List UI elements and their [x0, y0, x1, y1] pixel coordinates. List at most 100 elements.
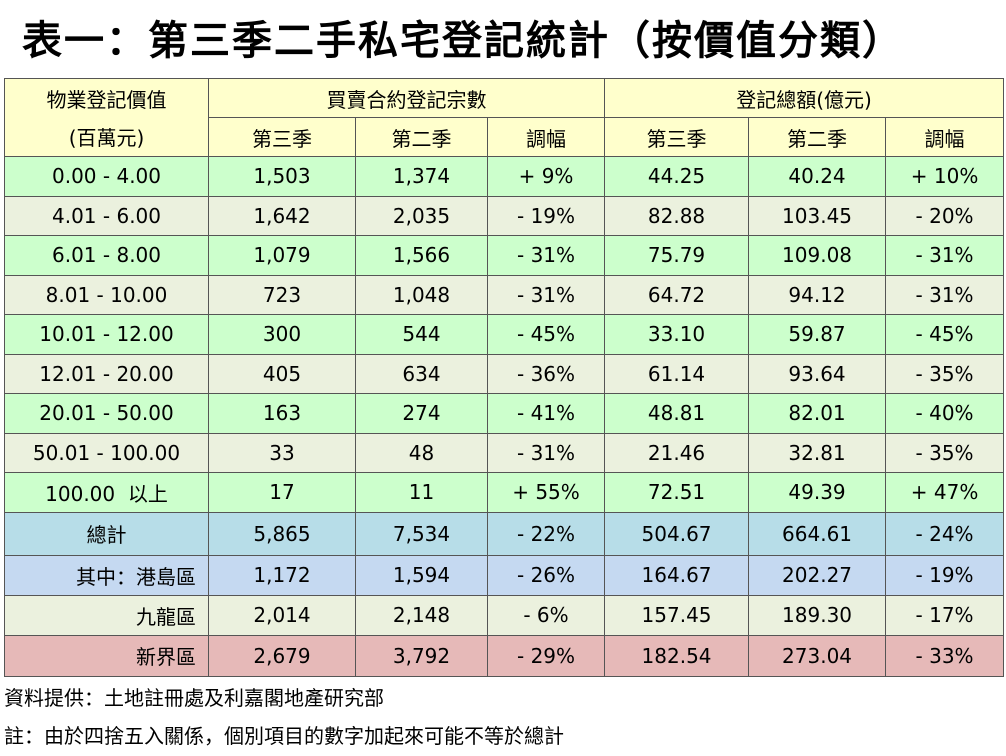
source-note: 資料提供：土地註冊處及利嘉閣地產研究部 [4, 686, 384, 710]
table-cell: 7,534 [355, 511, 488, 556]
table-cell: - 31% [486, 235, 606, 276]
table-cell: - 31% [486, 432, 606, 473]
table-cell: + 10% [885, 156, 1005, 197]
table-cell: 544 [355, 314, 488, 355]
table-row: 100.00 以上 17 11 + 55% 72.51 49.39 + 47% [4, 472, 1005, 513]
table-cell: 5,865 [208, 511, 356, 556]
table-cell: - 31% [486, 274, 606, 315]
table-row: 0.00 - 4.00 1,503 1,374 + 9% 44.25 40.24 + 10% [4, 156, 1005, 197]
table-cell: 61.14 [604, 353, 750, 394]
table-cell: 12.01 - 20.00 [4, 353, 209, 394]
table-cell: - 41% [486, 393, 606, 434]
table-cell: 50.01 - 100.00 [4, 432, 209, 473]
table-cell: 93.64 [748, 353, 887, 394]
table-cell: 33.10 [604, 314, 750, 355]
table-cell: - 45% [885, 314, 1005, 355]
table-cell: 274 [355, 393, 488, 434]
table-cell: 3,792 [355, 634, 488, 677]
table-cell: 64.72 [604, 274, 750, 315]
table-cell: 登記總額(億元) [604, 78, 1005, 118]
table-cell: + 55% [486, 472, 606, 513]
table-cell: 109.08 [748, 235, 887, 276]
table-cell: - 20% [885, 195, 1005, 236]
table-row: 8.01 - 10.00 723 1,048- 31% 64.72 94.12- 31% [4, 274, 1005, 315]
table-cell: 72.51 [604, 472, 750, 513]
table-cell: 48.81 [604, 393, 750, 434]
table-row: 4.01 - 6.00 1,642 2,035- 19% 82.88 103.45- 2… [4, 195, 1005, 236]
table-cell: 300 [208, 314, 356, 355]
table-cell: - 22% [486, 511, 606, 556]
table-cell: 物業登記價值 [4, 78, 209, 118]
table-cell: 11 [355, 472, 488, 513]
table-cell: 20.01 - 50.00 [4, 393, 209, 434]
table-cell: 164.67 [604, 554, 750, 596]
table-row: 新界區 2,679 3,792- 29% 182.54 273.04- 33% [4, 634, 1005, 677]
table-cell: 1,503 [208, 156, 356, 197]
table-cell: 40.24 [748, 156, 887, 197]
footnote: 註：由於四捨五入關係，個別項目的數字加起來可能不等於總計 [4, 724, 564, 748]
table-cell: 100.00 以上 [4, 472, 209, 513]
table-row: 20.01 - 50.00 163 274- 41% 48.81 82.01- 40% [4, 393, 1005, 434]
table-cell: 1,172 [208, 554, 356, 596]
table-cell: 664.61 [748, 511, 887, 556]
table-cell: 49.39 [748, 472, 887, 513]
table-row: 10.01 - 12.00 300 544- 45% 33.10 59.87- 45% [4, 314, 1005, 355]
table-cell: 163 [208, 393, 356, 434]
table-cell: - 31% [885, 274, 1005, 315]
table-cell: 189.30 [748, 594, 887, 636]
table-cell: 33 [208, 432, 356, 473]
table-cell: 2,014 [208, 594, 356, 636]
table-cell: 第二季 [748, 117, 887, 157]
table-cell: 2,035 [355, 195, 488, 236]
table-row: (百萬元) 第三季 第二季 調幅 第三季 第二季 調幅 [4, 117, 1005, 157]
table-cell: 第二季 [355, 117, 488, 157]
table-cell: 504.67 [604, 511, 750, 556]
table-cell: 買賣合約登記宗數 [207, 78, 606, 118]
table-cell: 8.01 - 10.00 [4, 274, 209, 315]
table-cell: 21.46 [604, 432, 750, 473]
table-cell: 總計 [4, 511, 209, 556]
table-cell: (百萬元) [4, 117, 209, 157]
table-cell: - 17% [885, 594, 1005, 636]
table-cell: 1,594 [355, 554, 488, 596]
table-row: 九龍區 2,014 2,148- 6% 157.45 189.30- 17% [4, 594, 1005, 636]
table-cell: 273.04 [748, 634, 887, 677]
table-cell: 2,148 [355, 594, 488, 636]
table-cell: + 47% [885, 472, 1005, 513]
table-cell: 723 [208, 274, 356, 315]
table-cell: - 26% [486, 554, 606, 596]
table-cell: - 36% [486, 353, 606, 394]
table-cell: 10.01 - 12.00 [4, 314, 209, 355]
table-cell: 調幅 [885, 117, 1005, 157]
table-cell: - 35% [885, 432, 1005, 473]
table-cell: - 6% [486, 594, 606, 636]
table-cell: - 45% [486, 314, 606, 355]
table-row: 其中：港島區 1,172 1,594- 26% 164.67 202.27- 19% [4, 554, 1005, 596]
table-cell: 0.00 - 4.00 [4, 156, 209, 197]
title: 表一：第三季二手私宅登記統計（按價值分類） [22, 18, 904, 64]
table-cell: 48 [355, 432, 488, 473]
table-cell: - 33% [885, 634, 1005, 677]
table-cell: 82.88 [604, 195, 750, 236]
table-row: 50.01 - 100.00 33 48- 31% 21.46 32.81- 35% [4, 432, 1005, 473]
table-body: 物業登記價值 買賣合約登記宗數 登記總額(億元) (百萬元) 第三季 第二季 調幅 第三季 第二… [4, 78, 1005, 677]
table-cell: + 9% [486, 156, 606, 197]
table-cell: - 19% [885, 554, 1005, 596]
table-cell: 103.45 [748, 195, 887, 236]
table-cell: 634 [355, 353, 488, 394]
table-row: 6.01 - 8.00 1,079 1,566- 31% 75.79 109.08- 3… [4, 235, 1005, 276]
table-cell: 1,048 [355, 274, 488, 315]
table-cell: - 29% [486, 634, 606, 677]
table-cell: 59.87 [748, 314, 887, 355]
table-cell: - 31% [885, 235, 1005, 276]
table-cell: 1,374 [355, 156, 488, 197]
table-cell: 第三季 [604, 117, 750, 157]
table-cell: 1,642 [208, 195, 356, 236]
table-cell: 202.27 [748, 554, 887, 596]
table-cell: - 19% [486, 195, 606, 236]
table-cell: 4.01 - 6.00 [4, 195, 209, 236]
table-cell: - 35% [885, 353, 1005, 394]
table-cell: 其中：港島區 [4, 554, 209, 596]
table-cell: 1,566 [355, 235, 488, 276]
table-cell: 75.79 [604, 235, 750, 276]
